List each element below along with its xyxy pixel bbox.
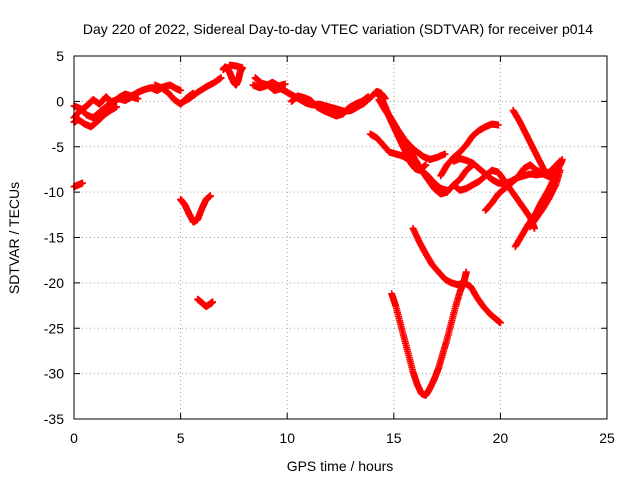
y-tick-label: -35: [44, 411, 64, 427]
y-tick-label: -20: [44, 275, 64, 291]
data-point-markers: [177, 74, 225, 107]
data-track-17: [509, 106, 564, 178]
y-tick-label: 0: [56, 93, 64, 109]
data-point-markers: [249, 78, 289, 92]
data-track-22: [70, 179, 86, 191]
data-track-23: [177, 192, 214, 226]
y-tick-labels: 5 0 -5 -10 -15 -20 -25 -30 -35: [44, 48, 64, 427]
y-tick-label: -25: [44, 320, 64, 336]
data-point-markers: [177, 192, 214, 226]
y-tick-label: -15: [44, 230, 64, 246]
y-tick-label: 5: [56, 48, 64, 64]
x-tick-label: 15: [386, 430, 402, 446]
data-point-markers: [194, 295, 217, 310]
x-tick-label: 5: [177, 430, 185, 446]
data-point-markers: [366, 130, 451, 194]
data-point-markers: [70, 179, 86, 191]
y-tick-label: -5: [52, 139, 65, 155]
data-track-7: [249, 78, 289, 92]
y-axis-label: SDTVAR / TECUs: [6, 182, 22, 294]
data-track-8: [288, 92, 372, 120]
y-tick-label: -30: [44, 366, 64, 382]
x-tick-label: 0: [70, 430, 78, 446]
x-tick-label: 10: [279, 430, 295, 446]
data-point-markers: [288, 92, 372, 120]
data-points: [70, 61, 566, 399]
data-point-markers: [526, 166, 564, 231]
data-point-markers: [219, 61, 246, 89]
y-tick-label: -10: [44, 184, 64, 200]
data-track-4: [177, 74, 225, 107]
axis-ticks: [73, 55, 608, 420]
data-track-24: [194, 295, 217, 310]
x-tick-label: 20: [493, 430, 509, 446]
data-track-19: [526, 166, 564, 231]
data-track-21: [388, 268, 470, 399]
chart-title: Day 220 of 2022, Sidereal Day-to-day VTE…: [83, 21, 593, 37]
data-track-12: [366, 130, 451, 194]
data-point-markers: [509, 106, 564, 178]
data-point-markers: [388, 268, 470, 399]
x-tick-labels: 0 5 10 15 20 25: [70, 430, 615, 446]
x-axis-label: GPS time / hours: [287, 458, 394, 474]
x-tick-label: 25: [599, 430, 615, 446]
data-track-5: [219, 61, 246, 89]
